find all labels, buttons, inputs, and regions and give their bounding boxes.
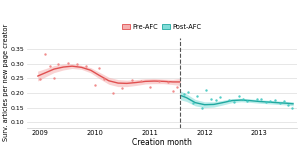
Point: [272, 99, 277, 102]
Point: [254, 98, 259, 101]
Point: [83, 65, 88, 67]
Point: [97, 67, 102, 69]
Point: [111, 92, 116, 94]
Point: [129, 79, 134, 82]
Point: [56, 63, 61, 65]
Point: [200, 107, 204, 109]
Point: [147, 85, 152, 88]
Point: [231, 101, 236, 104]
Legend: Pre-AFC, Post-AFC: Pre-AFC, Post-AFC: [119, 21, 204, 32]
Point: [75, 63, 80, 66]
Point: [170, 90, 175, 92]
Point: [190, 102, 195, 104]
Y-axis label: Surv. articles per new page creator: Surv. articles per new page creator: [4, 24, 10, 141]
Point: [157, 80, 161, 83]
Point: [277, 102, 282, 104]
Point: [236, 95, 241, 97]
Point: [93, 84, 98, 86]
X-axis label: Creation month: Creation month: [132, 138, 191, 147]
Point: [38, 78, 43, 80]
Point: [102, 78, 107, 80]
Point: [290, 107, 295, 109]
Point: [209, 98, 214, 101]
Point: [218, 95, 222, 98]
Point: [263, 101, 268, 103]
Point: [182, 92, 186, 95]
Point: [204, 89, 208, 91]
Point: [268, 100, 273, 102]
Point: [241, 98, 245, 100]
Point: [52, 77, 56, 79]
Point: [245, 100, 250, 102]
Point: [186, 90, 190, 93]
Point: [286, 103, 291, 106]
Point: [42, 53, 47, 55]
Point: [120, 87, 125, 90]
Point: [65, 62, 70, 64]
Point: [195, 95, 200, 97]
Point: [47, 65, 52, 67]
Point: [138, 80, 143, 82]
Point: [281, 100, 286, 102]
Point: [259, 98, 263, 100]
Point: [175, 85, 180, 88]
Point: [166, 81, 170, 83]
Point: [213, 99, 218, 102]
Point: [227, 99, 232, 102]
